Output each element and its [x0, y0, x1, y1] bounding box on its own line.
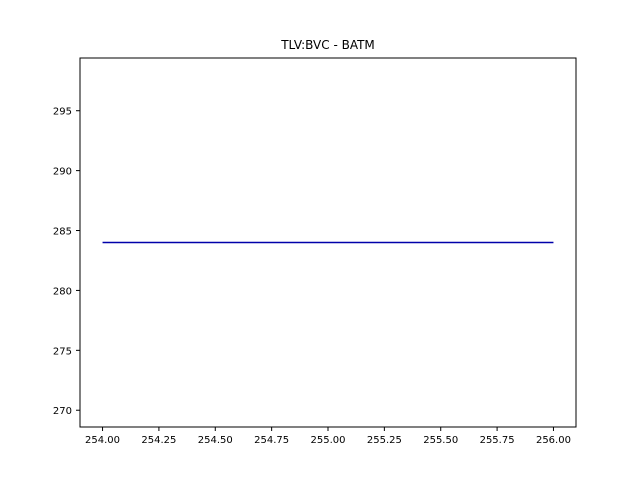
- y-tick-label: 290: [53, 167, 72, 178]
- x-tick-label: 255.50: [423, 435, 458, 446]
- x-axis: 254.00 254.25 254.50 254.75 255.00 255.25 255.…: [85, 427, 571, 446]
- y-axis: 270 275 280 285 290 295: [53, 107, 80, 417]
- y-tick-label: 275: [53, 346, 72, 357]
- x-tick-label: 255.75: [480, 435, 515, 446]
- y-tick-label: 270: [53, 406, 72, 417]
- y-tick-label: 295: [53, 107, 72, 118]
- plot-frame: [79, 57, 577, 428]
- chart-title: TLV:BVC - BATM: [280, 38, 375, 52]
- x-tick-label: 254.25: [141, 435, 176, 446]
- x-tick-label: 256.00: [536, 435, 571, 446]
- y-tick-label: 280: [53, 286, 72, 297]
- x-tick-label: 255.00: [311, 435, 346, 446]
- y-tick-label: 285: [53, 227, 72, 238]
- x-tick-label: 255.25: [367, 435, 402, 446]
- x-tick-label: 254.75: [254, 435, 289, 446]
- x-tick-label: 254.50: [198, 435, 233, 446]
- x-tick-label: 254.00: [85, 435, 120, 446]
